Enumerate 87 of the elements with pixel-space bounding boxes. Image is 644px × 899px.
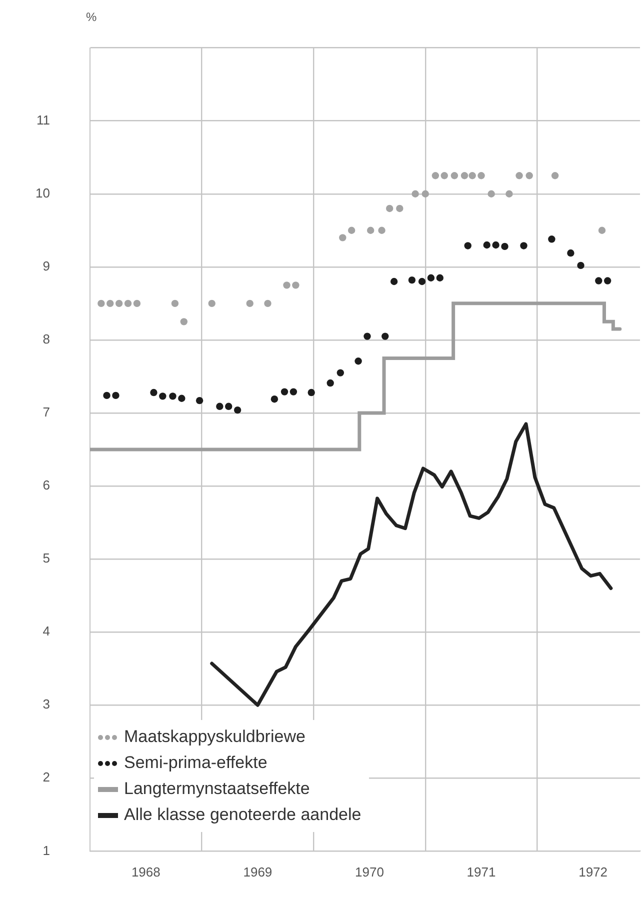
- point: [396, 204, 404, 212]
- point: [326, 379, 334, 387]
- point: [450, 172, 458, 180]
- point: [506, 190, 513, 198]
- point: [180, 318, 188, 326]
- point: [208, 300, 216, 308]
- point: [464, 242, 472, 250]
- point: [292, 282, 300, 289]
- point: [460, 172, 468, 180]
- point: [308, 388, 315, 396]
- point: [246, 300, 254, 308]
- point: [366, 226, 374, 234]
- y-tick-label: 6: [42, 478, 50, 493]
- point: [520, 242, 528, 250]
- y-tick-label: 3: [42, 696, 50, 712]
- point: [492, 241, 500, 249]
- x-tick-label: 1972: [578, 864, 608, 880]
- point: [422, 190, 429, 198]
- point: [216, 402, 224, 410]
- point: [577, 262, 584, 270]
- point: [526, 172, 533, 180]
- point: [418, 278, 426, 286]
- point: [354, 358, 362, 365]
- point: [290, 388, 298, 396]
- y-tick-label: 11: [36, 112, 50, 128]
- point: [595, 277, 602, 284]
- point: [196, 396, 204, 404]
- point: [171, 300, 179, 308]
- point: [280, 388, 288, 396]
- point: [604, 277, 612, 284]
- point: [382, 332, 389, 340]
- point: [169, 392, 176, 400]
- point: [501, 242, 508, 250]
- point: [390, 278, 398, 286]
- point: [364, 332, 371, 340]
- point: [112, 392, 120, 400]
- point: [124, 300, 132, 308]
- point: [408, 276, 416, 284]
- legend-label: Alle klasse genoteerde aandele: [124, 804, 362, 826]
- point: [488, 190, 495, 198]
- point: [115, 300, 123, 308]
- point: [283, 282, 290, 289]
- point: [551, 172, 559, 180]
- y-tick-label: 7: [42, 404, 50, 420]
- point: [548, 236, 556, 243]
- y-tick-label: 9: [42, 258, 50, 274]
- point: [483, 241, 490, 249]
- point: [339, 234, 346, 242]
- y-tick-label: 2: [42, 770, 50, 785]
- point: [178, 394, 186, 402]
- x-tick-label: 1969: [243, 864, 272, 880]
- y-tick-label: 10: [36, 185, 50, 200]
- x-tick-label: 1968: [131, 864, 160, 880]
- y-tick-label: 8: [42, 332, 50, 347]
- legend-label: Semi-prima-effekte: [124, 752, 268, 774]
- point: [348, 226, 356, 234]
- y-tick-label: 5: [42, 550, 50, 566]
- point: [412, 190, 419, 198]
- legend-label: Maatskappyskuldbriewe: [124, 726, 306, 748]
- point: [103, 392, 110, 400]
- y-tick-label: 1: [42, 842, 50, 858]
- point: [150, 388, 158, 396]
- point: [432, 172, 440, 180]
- point: [98, 300, 105, 308]
- y-tick-label: 4: [42, 624, 50, 639]
- point: [336, 369, 344, 376]
- point: [106, 300, 114, 308]
- point: [516, 172, 523, 180]
- point: [378, 226, 386, 234]
- x-tick-label: 1970: [355, 864, 384, 880]
- point: [427, 274, 435, 282]
- point: [270, 396, 278, 403]
- point: [436, 274, 444, 282]
- y-axis-title: %: [86, 10, 97, 24]
- point: [264, 300, 272, 308]
- point: [225, 402, 232, 410]
- point: [440, 172, 448, 180]
- point: [159, 392, 166, 400]
- x-tick-label: 1971: [466, 864, 496, 880]
- point: [478, 172, 485, 180]
- point: [386, 204, 394, 212]
- point: [567, 249, 574, 257]
- point: [234, 406, 242, 414]
- point: [598, 226, 606, 234]
- point: [133, 300, 141, 308]
- point: [468, 172, 476, 180]
- legend-label: Langtermynstaatseffekte: [124, 778, 310, 800]
